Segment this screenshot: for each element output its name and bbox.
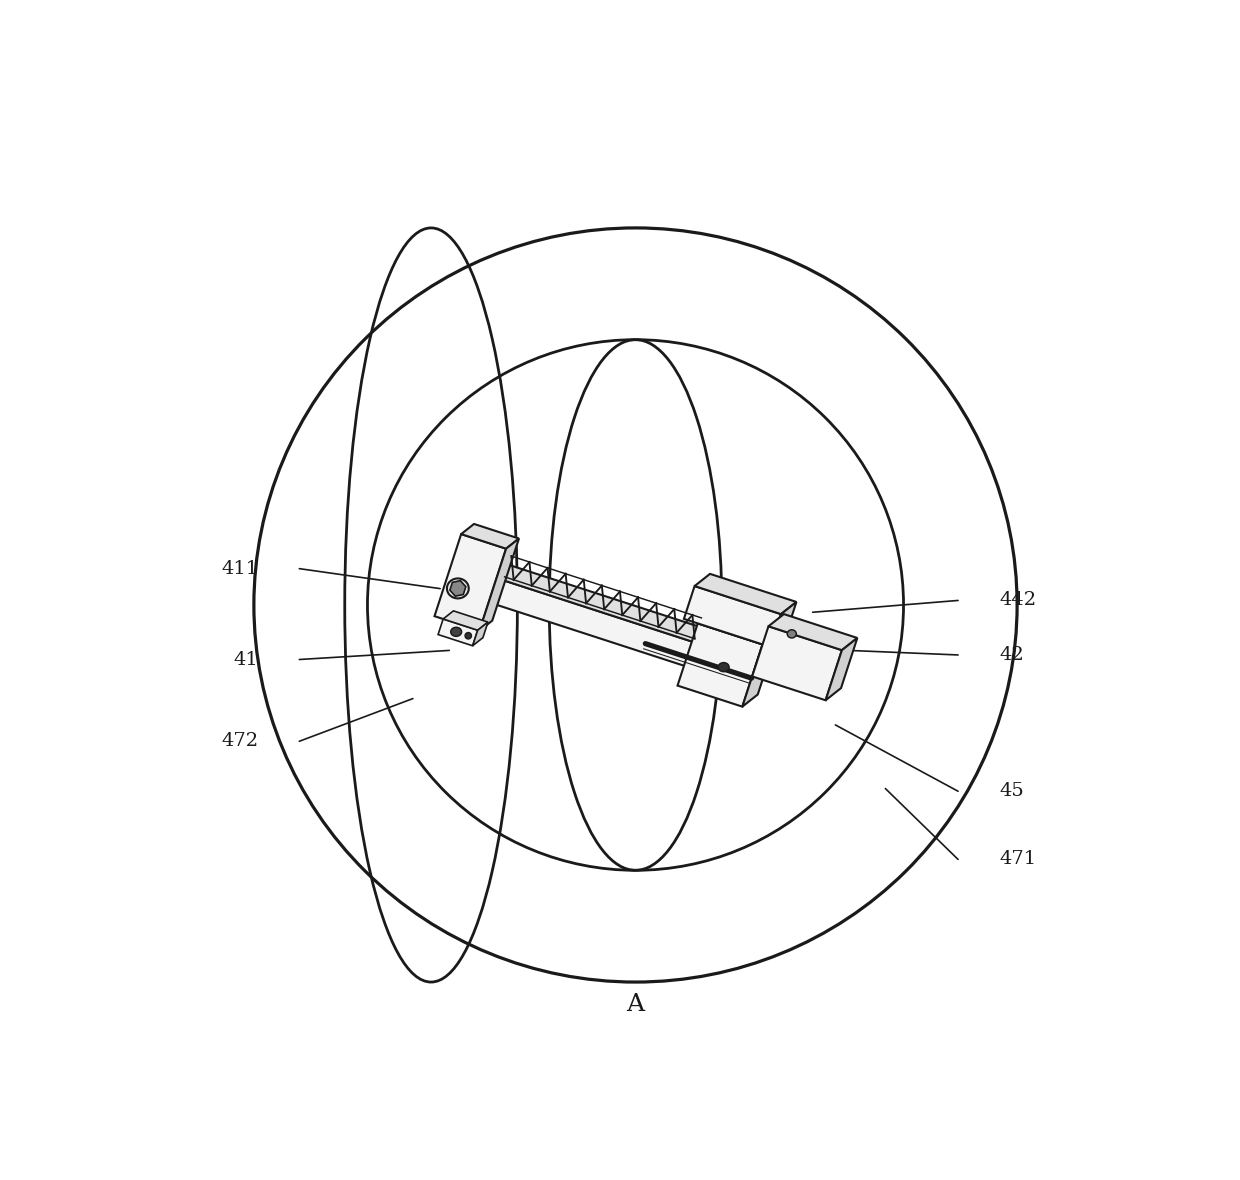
Polygon shape	[770, 602, 796, 647]
Polygon shape	[450, 581, 466, 596]
Polygon shape	[438, 620, 477, 645]
Text: A: A	[626, 994, 645, 1016]
Polygon shape	[443, 611, 489, 630]
Polygon shape	[769, 614, 857, 650]
Text: 471: 471	[999, 851, 1037, 868]
Polygon shape	[698, 611, 777, 644]
Polygon shape	[677, 623, 763, 707]
Polygon shape	[826, 638, 857, 700]
Text: 42: 42	[999, 645, 1024, 664]
Polygon shape	[480, 538, 520, 631]
Ellipse shape	[450, 628, 461, 636]
Polygon shape	[738, 647, 759, 683]
Polygon shape	[461, 524, 520, 549]
Ellipse shape	[787, 630, 796, 638]
Text: 45: 45	[999, 782, 1024, 800]
Ellipse shape	[465, 632, 471, 638]
Text: 41: 41	[233, 650, 258, 669]
Text: 472: 472	[221, 733, 258, 750]
Polygon shape	[434, 535, 506, 631]
Polygon shape	[469, 556, 759, 658]
Ellipse shape	[446, 578, 469, 598]
Text: 411: 411	[221, 559, 258, 578]
Polygon shape	[461, 569, 745, 683]
Polygon shape	[684, 586, 781, 647]
Polygon shape	[753, 627, 842, 700]
Text: 442: 442	[999, 591, 1037, 609]
Polygon shape	[472, 622, 489, 645]
Polygon shape	[743, 632, 777, 707]
Ellipse shape	[718, 663, 729, 671]
Polygon shape	[694, 573, 796, 614]
